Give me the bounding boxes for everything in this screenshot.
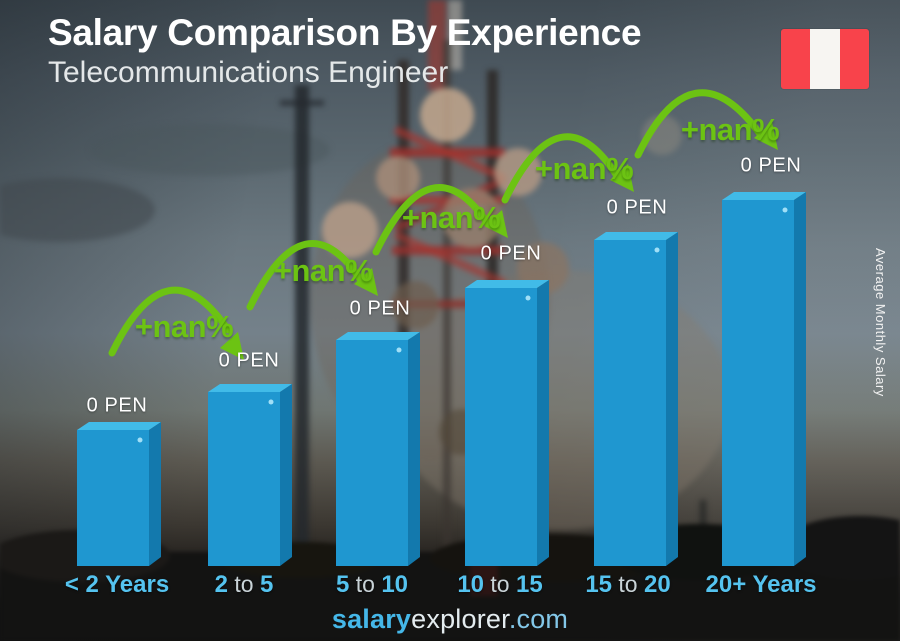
site-brand-rest: explorer [411,604,509,634]
bar-value-label: 0 PEN [218,349,280,372]
category-text: < 2 Years [64,571,170,598]
increase-percent-label: +nan% [273,253,373,288]
category-to: to [612,571,644,597]
bar-value-label: 0 PEN [86,394,148,417]
site-brand-bold: salary [331,604,412,634]
arrowhead-icon [354,268,378,296]
flag-stripe-white [810,29,840,89]
bar-20-plus-years [722,192,806,566]
increase-arrow-arc [372,184,492,256]
increase-arrow-arc [246,240,366,311]
increase-percent-label: +nan% [534,151,634,186]
category-number: 2 [214,571,229,598]
category-to: to [228,571,260,597]
category-number: 5 [259,571,274,598]
header: Salary Comparison By Experience Telecomm… [48,12,642,91]
category-label-10-to-15: 10 to 15 [457,571,542,599]
category-label-20-plus-years: 20+ Years [705,571,816,599]
page-subtitle: Telecommunications Engineer [48,55,449,89]
category-to: to [484,571,516,597]
category-number: 20 [643,571,671,598]
site-watermark: salaryexplorer.com [0,604,900,635]
bar-10-to-15 [465,280,549,566]
bar-value-label: 0 PEN [740,154,802,177]
category-number: 15 [515,571,543,598]
bar-lt-2-years [77,422,161,566]
category-label-lt-2-years: < 2 Years [65,571,169,599]
increase-percent-label: +nan% [134,309,234,344]
bar-2-to-5 [208,384,292,566]
increase-arrow-arc [501,133,621,204]
category-number: 5 [335,571,350,598]
category-label-2-to-5: 2 to 5 [215,571,274,599]
category-text: 20+ Years [705,571,817,598]
increase-arrow-arc [634,89,764,159]
category-number: 10 [457,571,485,598]
category-to: to [349,571,382,597]
bar-value-label: 0 PEN [480,242,542,265]
peru-flag-icon [781,29,869,89]
increase-percent-label: +nan% [401,200,501,235]
page-title: Salary Comparison By Experience [48,12,642,53]
increase-percent-label: +nan% [680,112,780,147]
bar-value-label: 0 PEN [606,196,668,219]
category-label-5-to-10: 5 to 10 [336,571,408,599]
arrowhead-icon [484,210,508,238]
y-axis-label: Average Monthly Salary [873,248,888,397]
bar-5-to-10 [336,332,420,566]
increase-arrow-arc [108,286,232,357]
arrowhead-icon [754,122,778,150]
arrowhead-icon [220,332,244,360]
category-label-15-to-20: 15 to 20 [585,571,670,599]
bar-15-to-20 [594,232,678,566]
category-number: 10 [381,571,409,598]
arrowhead-icon [610,164,634,192]
flag-stripe-red [781,29,811,89]
bar-value-label: 0 PEN [349,297,411,320]
category-number: 15 [585,571,613,598]
flag-stripe-red [839,29,869,89]
site-domain: .com [508,604,569,634]
